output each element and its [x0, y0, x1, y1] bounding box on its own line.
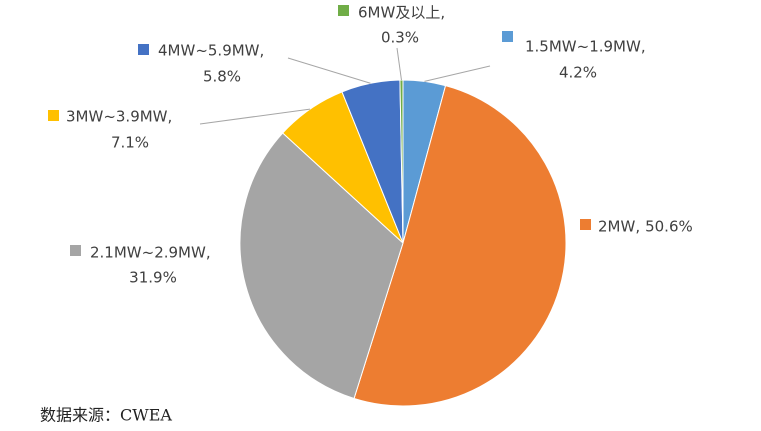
value-label: 50.6% — [645, 218, 693, 236]
category-label: 1.5MW~1.9MW, — [525, 38, 646, 56]
category-label: 4MW~5.9MW, — [158, 42, 264, 60]
label-swatch — [48, 110, 59, 121]
value-label: 7.1% — [111, 134, 149, 152]
leader-line — [396, 47, 402, 81]
label-swatch — [338, 5, 349, 16]
value-label: 0.3% — [381, 29, 419, 47]
label-swatch — [70, 245, 81, 256]
value-label: 31.9% — [129, 269, 177, 287]
category-label: 3MW~3.9MW, — [66, 108, 172, 126]
pie-slice — [399, 79, 404, 244]
category-label: 2MW, — [598, 218, 640, 236]
leader-line — [424, 65, 491, 82]
label-swatch — [138, 44, 149, 55]
label-swatch — [502, 31, 513, 42]
category-label: 2.1MW~2.9MW, — [90, 244, 211, 262]
category-label: 6MW及以上, — [358, 4, 445, 22]
leader-line — [287, 57, 371, 84]
value-label: 5.8% — [203, 68, 241, 86]
source-note: 数据来源：CWEA — [40, 406, 172, 425]
leader-line — [199, 108, 311, 125]
value-label: 4.2% — [559, 64, 597, 82]
pie-slice — [353, 85, 567, 407]
pie-slice — [239, 132, 404, 400]
label-swatch — [580, 219, 591, 230]
